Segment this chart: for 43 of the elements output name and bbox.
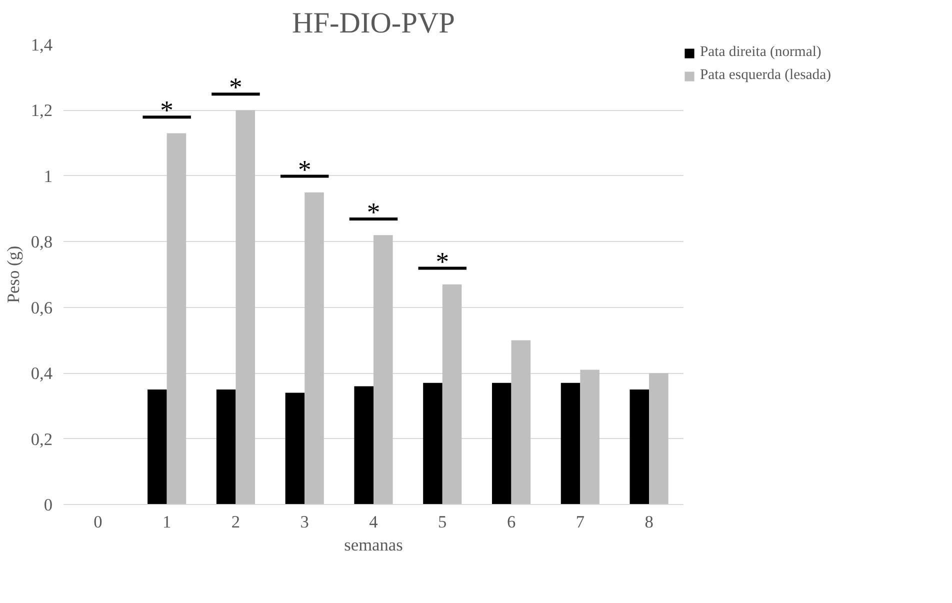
- legend-label: Pata direita (normal): [700, 44, 822, 61]
- annotation: *: [298, 154, 312, 184]
- annotation: *: [160, 95, 174, 126]
- bar: [492, 382, 512, 504]
- bar: [630, 390, 650, 504]
- x-axis-title: semanas: [344, 536, 404, 554]
- bar: [511, 340, 531, 504]
- bar: [354, 386, 374, 504]
- x-tick-label: 3: [300, 512, 309, 532]
- annotation: *: [229, 72, 242, 102]
- x-tick-label: 1: [162, 512, 172, 532]
- bar: [442, 284, 462, 504]
- y-tick-label: 0,4: [30, 364, 53, 384]
- y-tick-label: 1: [44, 166, 53, 186]
- bar: [649, 373, 668, 504]
- y-axis-title: Peso (g): [4, 246, 23, 304]
- annotation: *: [436, 246, 450, 276]
- bar: [166, 133, 186, 504]
- x-tick-label: 4: [369, 512, 378, 532]
- bar: [236, 110, 256, 504]
- y-tick-label: 0,2: [30, 430, 53, 449]
- y-tick-label: 1,4: [30, 36, 53, 54]
- x-tick-label: 7: [576, 512, 585, 532]
- legend-label: Pata esquerda (lesada): [700, 67, 832, 84]
- bar: [580, 370, 600, 504]
- bar: [148, 390, 167, 504]
- x-tick-label: 0: [94, 512, 102, 532]
- x-tick-label: 8: [644, 512, 654, 532]
- annotation: *: [366, 196, 380, 227]
- bar: [216, 390, 236, 504]
- y-tick-label: 1,2: [30, 101, 53, 120]
- x-tick-label: 6: [506, 512, 516, 532]
- bar: [285, 392, 305, 504]
- bar: [423, 382, 442, 504]
- y-tick-label: 0: [44, 496, 53, 514]
- bar: [304, 192, 324, 504]
- x-tick-label: 5: [438, 512, 447, 532]
- bar: [560, 382, 580, 504]
- x-tick-label: 2: [231, 512, 240, 532]
- bar: [374, 235, 393, 504]
- y-tick-label: 0,8: [30, 232, 53, 252]
- chart-title: HF-DIO-PVP: [292, 8, 455, 40]
- y-tick-label: 0,6: [30, 298, 53, 318]
